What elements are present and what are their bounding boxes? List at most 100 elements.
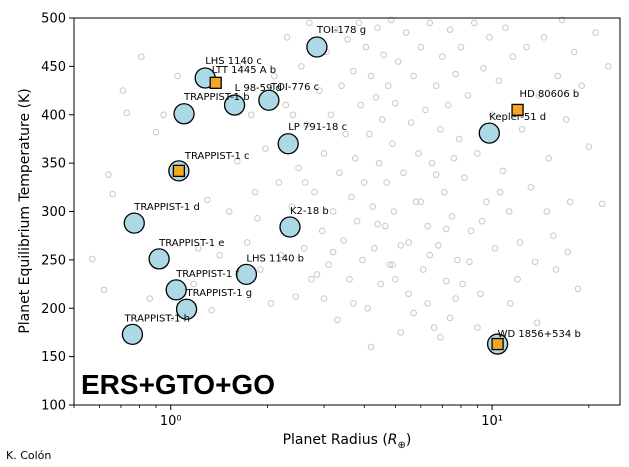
background-point bbox=[340, 237, 347, 244]
background-point bbox=[105, 171, 112, 179]
planet-circle-marker bbox=[175, 298, 198, 320]
background-point bbox=[327, 111, 335, 119]
background-point bbox=[397, 242, 405, 249]
planet-circle-marker bbox=[165, 279, 187, 301]
y-axis-label: Planet Equilibrium Temperature (K) bbox=[17, 88, 33, 333]
y-tick-label: 200 bbox=[41, 302, 66, 317]
background-point bbox=[371, 244, 378, 252]
background-point bbox=[478, 217, 486, 225]
background-point bbox=[289, 111, 297, 119]
planet-square-marker bbox=[491, 337, 504, 351]
background-point bbox=[410, 72, 417, 80]
background-point bbox=[362, 43, 370, 51]
background-point bbox=[372, 94, 380, 101]
background-point bbox=[505, 208, 513, 215]
background-point bbox=[174, 72, 181, 80]
background-point bbox=[331, 26, 339, 33]
background-point bbox=[412, 198, 420, 206]
background-point bbox=[369, 203, 376, 210]
background-point bbox=[247, 111, 255, 119]
background-point bbox=[402, 29, 410, 36]
planet-circle-marker bbox=[306, 36, 328, 58]
planet-label: TRAPPIST-1 f bbox=[175, 269, 239, 280]
background-point bbox=[467, 227, 475, 235]
background-point bbox=[387, 16, 395, 24]
x-tick-label: 10¹ bbox=[481, 414, 503, 429]
background-point bbox=[585, 143, 593, 150]
axes: 100 150 200 250 300 350 400 450 500 10⁰ 10¹ bbox=[41, 12, 621, 429]
background-point bbox=[426, 251, 434, 259]
planet-label: TOI-178 g bbox=[316, 25, 366, 36]
background-point bbox=[424, 222, 431, 230]
background-point bbox=[450, 154, 458, 162]
background-point bbox=[306, 19, 313, 27]
background-point bbox=[338, 82, 345, 90]
background-point bbox=[167, 314, 175, 322]
credit-text: K. Colón bbox=[6, 449, 52, 462]
background-point bbox=[507, 300, 514, 307]
background-point bbox=[251, 188, 259, 196]
background-point bbox=[442, 277, 450, 285]
y-tick-label: 400 bbox=[41, 108, 66, 123]
background-point bbox=[342, 130, 349, 138]
background-point bbox=[464, 92, 472, 99]
background-point bbox=[448, 213, 456, 220]
planet-label: TRAPPIST-1 g bbox=[186, 288, 253, 299]
background-point bbox=[426, 19, 434, 27]
background-point bbox=[283, 34, 291, 41]
background-point bbox=[270, 72, 278, 80]
background-point bbox=[329, 208, 337, 215]
background-point bbox=[422, 106, 429, 114]
program-overlay-label: ERS+GTO+GO bbox=[81, 369, 275, 400]
x-axis-label: Planet Radius (R⊕) bbox=[283, 432, 412, 451]
background-point bbox=[570, 48, 578, 56]
background-point bbox=[424, 300, 431, 307]
background-point bbox=[562, 116, 570, 123]
background-point bbox=[262, 145, 269, 152]
background-point bbox=[454, 256, 461, 264]
background-point bbox=[452, 295, 459, 302]
background-point bbox=[545, 154, 553, 162]
background-point bbox=[417, 43, 425, 51]
background-point bbox=[208, 306, 215, 314]
planet-label: HD 80606 b bbox=[520, 89, 580, 100]
background-point bbox=[523, 43, 530, 51]
planet-label: TRAPPIST-1 e bbox=[158, 238, 224, 249]
planet-circle-marker bbox=[478, 122, 500, 144]
planet-circle-marker bbox=[235, 263, 258, 286]
background-point bbox=[311, 188, 318, 196]
y-tick-label: 300 bbox=[41, 205, 66, 220]
background-point bbox=[419, 266, 427, 273]
background-point bbox=[446, 314, 454, 322]
background-point bbox=[109, 190, 117, 198]
background-point bbox=[459, 280, 467, 288]
background-point bbox=[432, 171, 440, 179]
background-point bbox=[527, 184, 535, 191]
planet-label: TRAPPIST-1 c bbox=[184, 151, 250, 162]
background-point bbox=[300, 244, 308, 252]
background-point bbox=[355, 19, 363, 27]
background-point bbox=[364, 304, 371, 312]
background-point bbox=[432, 82, 440, 90]
planet-square-marker bbox=[172, 164, 186, 178]
background-point bbox=[499, 167, 507, 175]
background-point bbox=[195, 244, 202, 252]
background-planet-points bbox=[88, 16, 612, 351]
background-point bbox=[502, 24, 509, 31]
planet-label: LP 791-18 c bbox=[288, 122, 347, 133]
background-point bbox=[316, 87, 323, 94]
background-point bbox=[334, 316, 341, 324]
background-point bbox=[303, 121, 311, 128]
background-point bbox=[531, 258, 539, 266]
background-point bbox=[405, 290, 412, 298]
background-point bbox=[301, 179, 309, 186]
planet-label: L 98-59 d bbox=[235, 83, 282, 94]
background-point bbox=[277, 251, 285, 259]
background-point bbox=[598, 200, 606, 208]
background-point bbox=[407, 119, 415, 126]
background-point bbox=[389, 140, 396, 148]
background-point bbox=[190, 280, 198, 288]
background-point bbox=[578, 82, 585, 90]
